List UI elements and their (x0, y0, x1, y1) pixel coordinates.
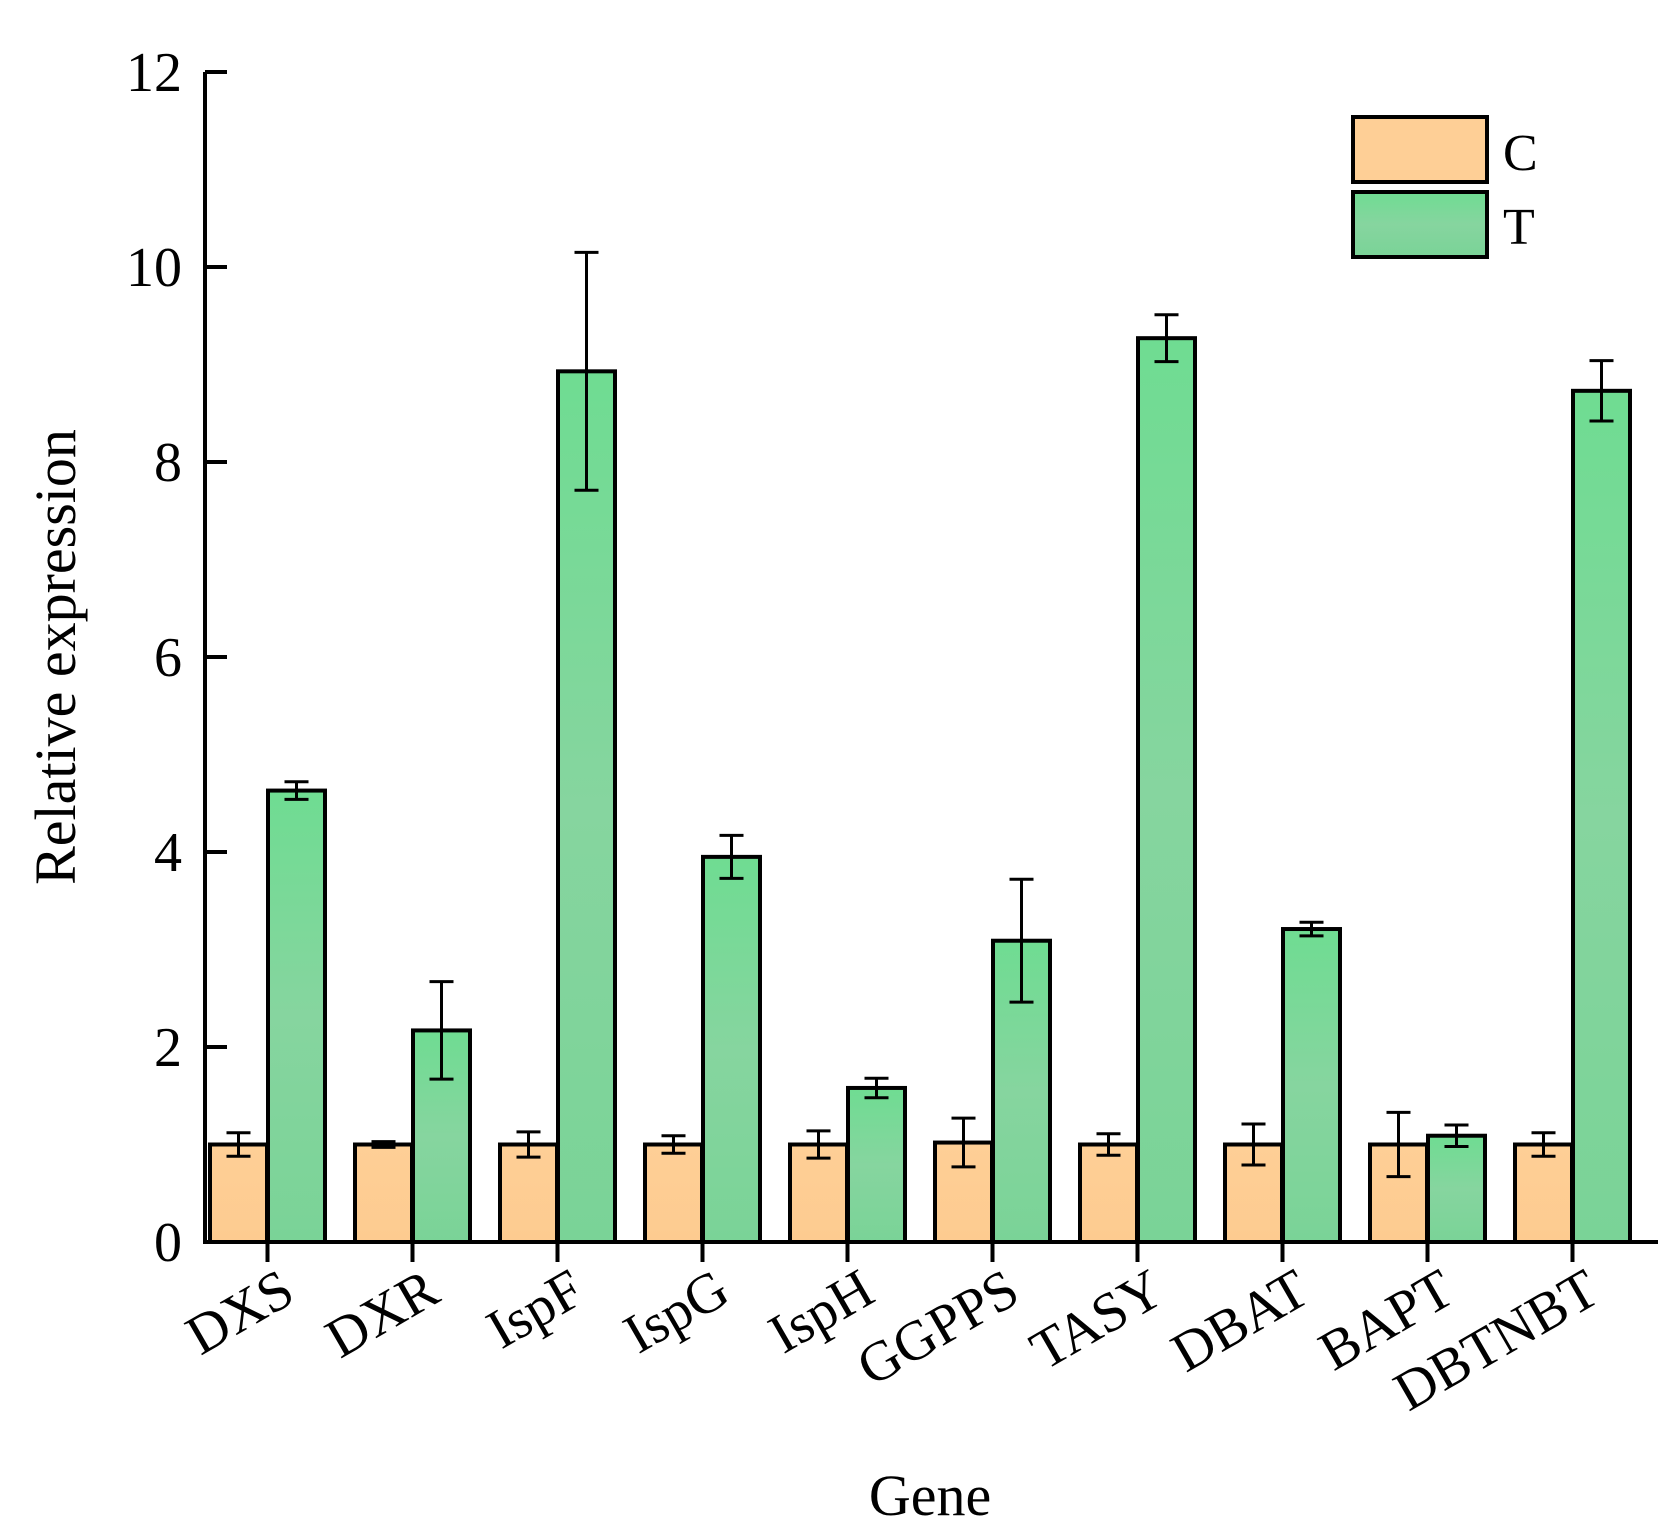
y-tick-label-0: 0 (154, 1212, 182, 1274)
x-tick-label-ggpps: GGPPS (847, 1258, 1029, 1399)
bar-c-dbtnbt (1513, 1142, 1574, 1244)
x-ticks-group: DXS DXR IspF IspG IspHGGPPSTASYDBATBAPTDBTNB… (176, 1242, 1609, 1423)
x-tick-label-dbat: DBAT (1161, 1258, 1319, 1385)
bar-t-ggpps (991, 938, 1052, 1244)
bar-c-dxs (208, 1142, 269, 1244)
x-tick-label-dxr: DXR (316, 1257, 450, 1370)
bar-t-ispf (556, 369, 617, 1244)
legend-swatch-c (1351, 115, 1489, 184)
y-tick-label-4: 4 (154, 822, 182, 884)
x-tick-label-ispg: IspG (614, 1258, 739, 1366)
bar-c-tasy (1078, 1142, 1139, 1244)
y-tick-label-8: 8 (154, 432, 182, 494)
bar-t-dxs (266, 788, 327, 1244)
bars-group (208, 336, 1632, 1245)
bar-c-ispg (643, 1142, 704, 1244)
x-axis-title: Gene (869, 1463, 991, 1528)
bar-t-isph (846, 1085, 907, 1244)
y-tick-label-2: 2 (154, 1017, 182, 1079)
bar-t-bapt (1426, 1133, 1487, 1244)
y-tick-label-10: 10 (126, 237, 182, 299)
legend-swatch-t (1351, 190, 1489, 259)
bar-t-ispg (701, 854, 762, 1244)
bar-t-tasy (1136, 336, 1197, 1244)
bar-c-dxr (353, 1142, 414, 1244)
legend-label-t: T (1503, 199, 1535, 256)
x-tick-label-tasy: TASY (1020, 1258, 1174, 1383)
y-tick-label-12: 12 (126, 42, 182, 104)
x-tick-label-ispf: IspF (477, 1258, 594, 1361)
x-tick-label-dxs: DXS (176, 1258, 304, 1368)
y-axis-title: Relative expression (23, 429, 88, 885)
y-tick-label-6: 6 (154, 627, 182, 689)
bar-t-dbtnbt (1571, 388, 1632, 1244)
y-ticks-group: 0 2 4 6 8 10 12 (126, 42, 227, 1274)
error-bars-group (226, 250, 1614, 1179)
legend-label-c: C (1503, 125, 1538, 182)
bar-c-ispf (498, 1142, 559, 1244)
legend: C T (1351, 115, 1538, 259)
bar-t-dbat (1281, 927, 1342, 1245)
